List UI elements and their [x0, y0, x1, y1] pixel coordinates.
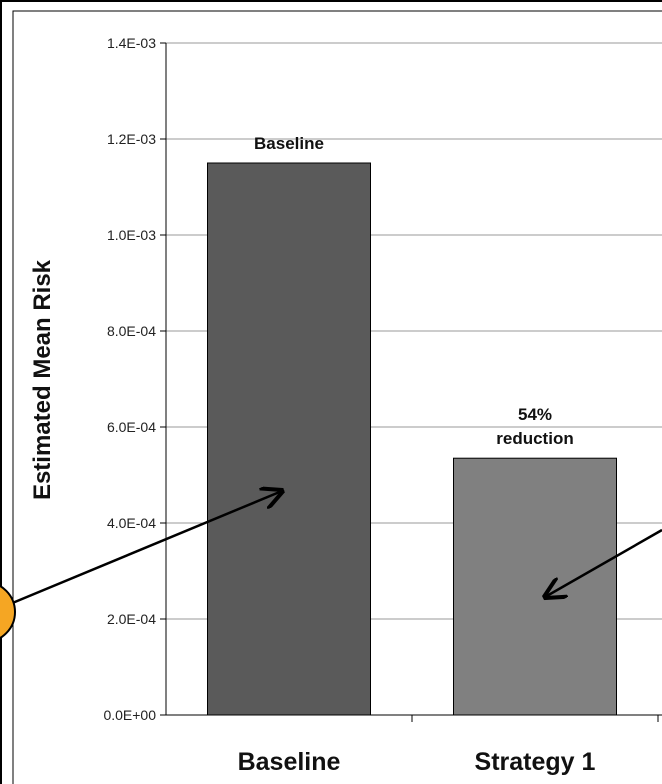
y-tick-label: 1.0E-03 [107, 227, 156, 243]
y-tick-label: 8.0E-04 [107, 323, 156, 339]
inner-border [12, 10, 662, 784]
strategy-arrow [545, 528, 662, 597]
bar-annotations: Baseline 54% reduction [254, 134, 574, 448]
baseline-arrow [9, 491, 282, 606]
y-tick-label: 1.4E-03 [107, 35, 156, 51]
y-axis-label: Estimated Mean Risk [29, 259, 56, 500]
y-tick-label: 4.0E-04 [107, 515, 156, 531]
y-tick-label: 1.2E-03 [107, 131, 156, 147]
y-tick-label: 0.0E+00 [103, 707, 156, 723]
y-axis-ticks: 0.0E+00 2.0E-04 4.0E-04 6.0E-04 8.0E-04 1.0E-… [103, 35, 166, 723]
orange-marker-icon [0, 584, 16, 640]
bar-annotation: Baseline [254, 134, 324, 153]
y-tick-label: 2.0E-04 [107, 611, 156, 627]
bar-annotation: reduction [496, 429, 573, 448]
x-axis-categories: Baseline Strategy 1 [238, 748, 596, 776]
bar-annotation: 54% [518, 405, 552, 424]
bar-baseline [207, 162, 371, 716]
x-category-label: Strategy 1 [475, 748, 596, 776]
x-category-label: Baseline [238, 748, 341, 776]
bar-strategy-1 [453, 457, 617, 716]
y-tick-label: 6.0E-04 [107, 419, 156, 435]
bars-group [207, 162, 617, 716]
